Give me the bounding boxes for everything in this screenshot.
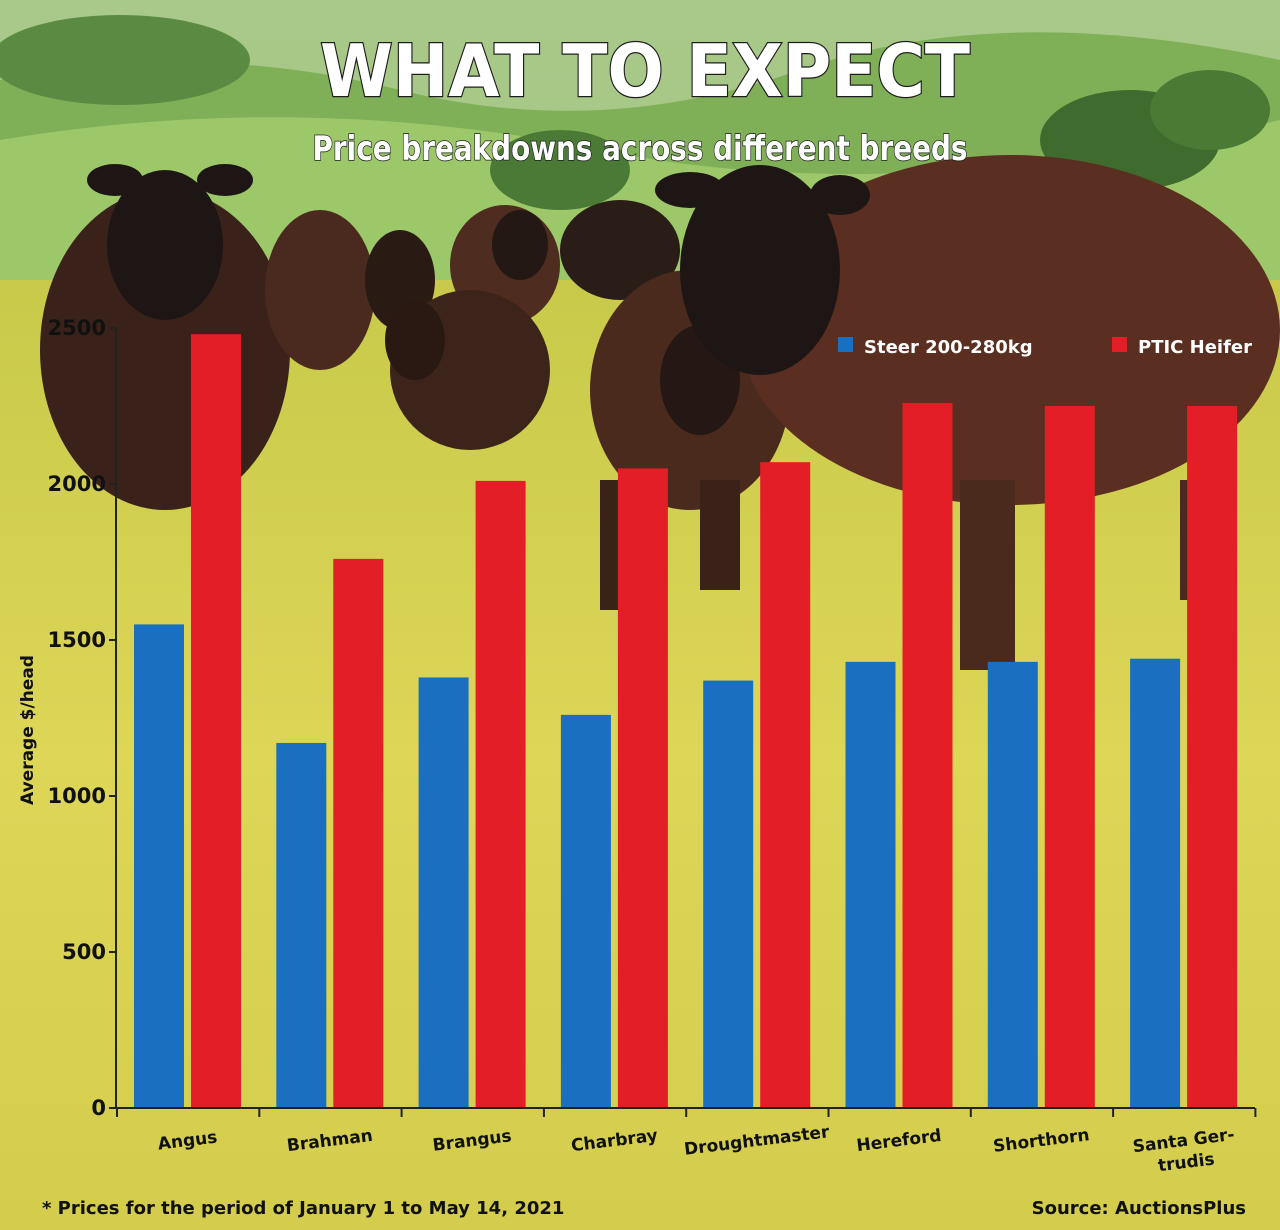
chart-title: WHAT TO EXPECT xyxy=(320,29,970,113)
x-category-label: Brangus xyxy=(432,1126,513,1156)
x-category-label-line: Brangus xyxy=(432,1126,513,1156)
legend-label-heifer: PTIC Heifer xyxy=(1138,337,1252,358)
y-tick-labels: 0 500 1000 1500 2000 2500 xyxy=(48,316,116,1120)
x-category-label-line: Angus xyxy=(157,1127,219,1154)
y-tick-label: 1000 xyxy=(48,784,106,808)
bar-heifer-7 xyxy=(1187,406,1238,1108)
bar-steer-5 xyxy=(845,661,896,1108)
x-category-label-line: Brahman xyxy=(286,1126,374,1156)
legend-swatch-heifer xyxy=(1112,337,1127,352)
bar-heifer-0 xyxy=(191,334,241,1108)
y-axis-title: Average $/head xyxy=(18,655,38,805)
x-category-label-line: trudis xyxy=(1157,1149,1216,1176)
bar-heifer-2 xyxy=(475,480,526,1108)
y-tick-label: 1500 xyxy=(48,628,106,652)
x-category-labels: Angus Brahman Brangus Charbray Droughtmaster… xyxy=(157,1122,1239,1179)
x-category-label: Hereford xyxy=(855,1126,942,1156)
x-category-label: Droughtmaster xyxy=(683,1122,831,1160)
bar-steer-0 xyxy=(134,624,184,1108)
x-category-label: Brahman xyxy=(286,1126,374,1156)
bar-steer-3 xyxy=(560,714,611,1108)
y-tick-label: 2500 xyxy=(48,316,106,340)
bar-heifer-5 xyxy=(902,402,953,1108)
chart-subtitle: Price breakdowns across different breeds xyxy=(313,129,968,169)
bar-heifer-1 xyxy=(333,558,384,1108)
x-category-label: Angus xyxy=(157,1127,219,1154)
bar-heifer-4 xyxy=(760,462,811,1108)
x-category-label-line: Charbray xyxy=(570,1126,659,1156)
legend: Steer 200-280kg PTIC Heifer xyxy=(838,337,1252,358)
x-category-label-line: Droughtmaster xyxy=(683,1122,831,1160)
y-tick-label: 0 xyxy=(91,1096,106,1120)
source-credit: Source: AuctionsPlus xyxy=(1032,1198,1246,1219)
legend-label-steer: Steer 200-280kg xyxy=(864,337,1033,358)
bar-steer-2 xyxy=(418,677,469,1108)
y-tick-label: 500 xyxy=(62,940,106,964)
x-category-label-line: Hereford xyxy=(855,1126,942,1156)
bars-group xyxy=(134,334,1238,1108)
axes-group xyxy=(115,328,1257,1117)
y-tick-label: 2000 xyxy=(48,472,106,496)
bar-steer-6 xyxy=(987,661,1038,1108)
bar-heifer-3 xyxy=(617,468,668,1108)
bar-steer-4 xyxy=(703,680,754,1108)
x-category-label: Santa Ger-trudis xyxy=(1132,1125,1239,1179)
x-category-label: Shorthorn xyxy=(992,1125,1091,1157)
bar-steer-1 xyxy=(276,742,327,1108)
legend-swatch-steer xyxy=(838,337,853,352)
footnote: * Prices for the period of January 1 to … xyxy=(42,1198,564,1219)
x-category-label: Charbray xyxy=(570,1126,659,1156)
bar-steer-7 xyxy=(1130,658,1181,1108)
x-category-label-line: Shorthorn xyxy=(992,1125,1091,1157)
bar-heifer-6 xyxy=(1044,406,1095,1108)
